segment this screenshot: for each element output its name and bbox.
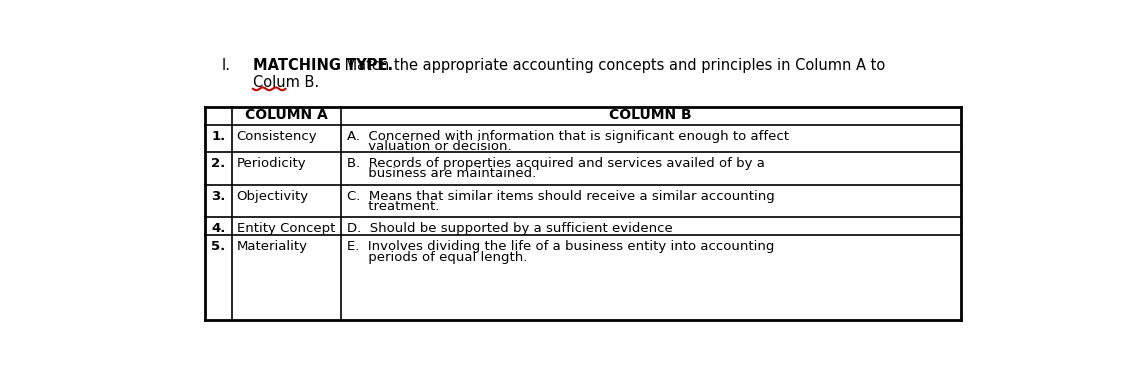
- Text: COLUMN B: COLUMN B: [610, 109, 692, 123]
- Text: Consistency: Consistency: [236, 130, 317, 143]
- Text: 5.: 5.: [212, 240, 225, 253]
- Text: 3.: 3.: [212, 190, 225, 203]
- Text: MATCHING TYPE.: MATCHING TYPE.: [253, 58, 393, 73]
- Text: valuation or decision.: valuation or decision.: [346, 141, 512, 153]
- Text: B.  Records of properties acquired and services availed of by a: B. Records of properties acquired and se…: [346, 156, 765, 170]
- Text: C.  Means that similar items should receive a similar accounting: C. Means that similar items should recei…: [346, 190, 774, 203]
- Text: 2.: 2.: [212, 156, 225, 170]
- Text: Entity Concept: Entity Concept: [236, 222, 335, 235]
- Text: Objectivity: Objectivity: [236, 190, 309, 203]
- Text: Materiality: Materiality: [236, 240, 308, 253]
- Text: business are maintained.: business are maintained.: [346, 167, 536, 180]
- Text: D.  Should be supported by a sufficient evidence: D. Should be supported by a sufficient e…: [346, 222, 673, 235]
- Text: COLUMN A: COLUMN A: [245, 109, 327, 123]
- Text: I.: I.: [222, 58, 231, 73]
- Text: Periodicity: Periodicity: [236, 156, 306, 170]
- Text: treatment.: treatment.: [346, 201, 439, 213]
- Text: A.  Concerned with information that is significant enough to affect: A. Concerned with information that is si…: [346, 130, 789, 143]
- Text: Match the appropriate accounting concepts and principles in Column A to: Match the appropriate accounting concept…: [340, 58, 885, 73]
- Text: Colum B.: Colum B.: [253, 75, 320, 90]
- Text: E.  Involves dividing the life of a business entity into accounting: E. Involves dividing the life of a busin…: [346, 240, 774, 253]
- Text: periods of equal length.: periods of equal length.: [346, 251, 528, 263]
- Text: 1.: 1.: [212, 130, 225, 143]
- Text: 4.: 4.: [212, 222, 225, 235]
